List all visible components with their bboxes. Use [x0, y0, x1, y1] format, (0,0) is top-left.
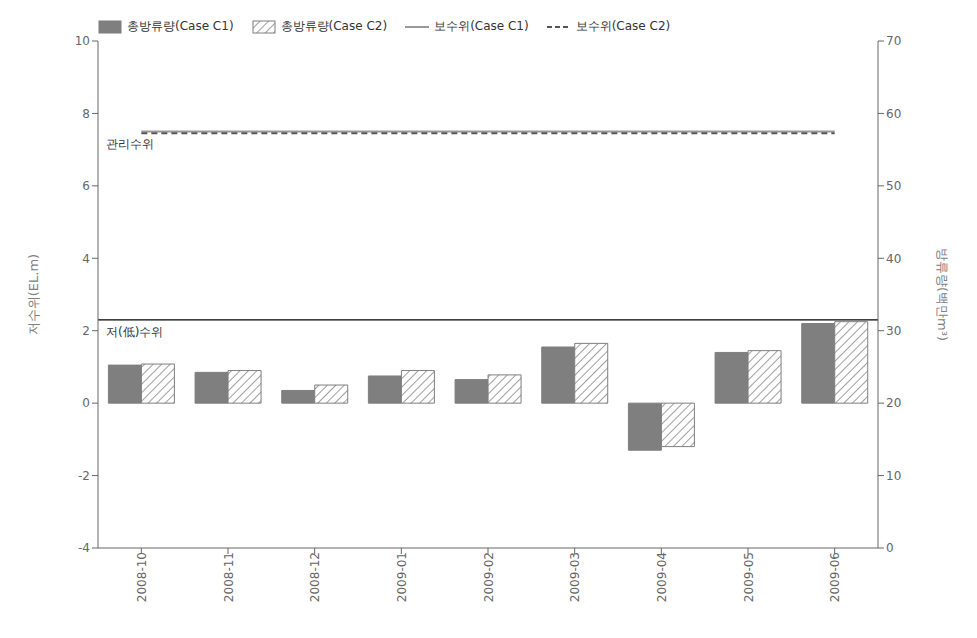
svg-text:0: 0 [886, 541, 894, 555]
svg-text:10: 10 [75, 34, 90, 48]
html-text:보수위(Case C1): 보수위(Case C1) [434, 19, 529, 33]
html-text:총방류량(Case C1): 총방류량(Case C1) [127, 19, 234, 33]
svg-text:2009-02: 2009-02 [482, 552, 496, 602]
svg-text:60: 60 [886, 107, 901, 121]
svg-text:저(低)수위: 저(低)수위 [106, 325, 163, 339]
html-text:총방류량(Case C2): 총방류량(Case C2) [280, 19, 388, 33]
svg-text:관리수위: 관리수위 [106, 137, 154, 151]
svg-text:30: 30 [886, 324, 901, 338]
svg-text:6: 6 [82, 179, 90, 193]
svg-text:40: 40 [886, 252, 901, 266]
html-text:보수위(Case C2): 보수위(Case C2) [575, 19, 671, 33]
svg-text:20: 20 [886, 396, 901, 410]
svg-text:2009-06: 2009-06 [828, 552, 842, 602]
svg-text:0: 0 [82, 396, 90, 410]
svg-text:10: 10 [886, 469, 901, 483]
svg-text:2009-05: 2009-05 [742, 552, 756, 602]
svg-text:-2: -2 [78, 469, 90, 483]
svg-text:50: 50 [886, 179, 901, 193]
svg-text:70: 70 [886, 34, 901, 48]
svg-text:-4: -4 [78, 541, 90, 555]
svg-text:2008-10: 2008-10 [135, 552, 149, 602]
svg-text:2009-03: 2009-03 [568, 552, 582, 602]
svg-text:방류량(백만m³): 방류량(백만m³) [935, 248, 950, 341]
svg-text:2: 2 [82, 324, 90, 338]
svg-text:8: 8 [82, 107, 90, 121]
svg-text:2008-11: 2008-11 [222, 552, 236, 602]
svg-text:2008-12: 2008-12 [308, 552, 322, 602]
svg-text:저수위(EL.m): 저수위(EL.m) [26, 254, 41, 335]
svg-text:2009-04: 2009-04 [655, 552, 669, 602]
svg-text:2009-01: 2009-01 [395, 552, 409, 602]
svg-text:4: 4 [82, 252, 90, 266]
